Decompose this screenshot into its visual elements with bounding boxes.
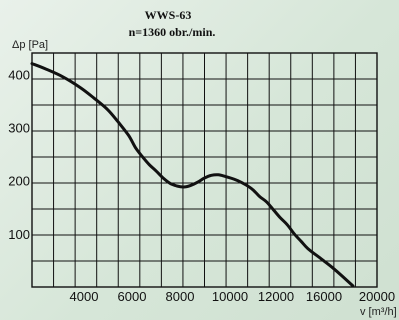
x-tick-label: 8000 xyxy=(166,289,195,304)
x-tick-label: 16000 xyxy=(306,289,342,304)
y-tick-label: 300 xyxy=(8,120,30,135)
pressure-curve-series xyxy=(30,62,355,288)
y-axis-label: Δp [Pa] xyxy=(12,39,48,51)
y-tick-labels: 100 200 300 400 xyxy=(8,67,30,242)
grid-lines xyxy=(32,53,377,287)
x-tick-label: 6000 xyxy=(118,289,147,304)
x-tick-label: 10000 xyxy=(212,289,248,304)
x-tick-label: 20000 xyxy=(359,289,395,304)
x-tick-labels: 4000 6000 8000 10000 12000 16000 20000 xyxy=(70,289,396,304)
chart-title: WWS-63 xyxy=(145,8,192,22)
x-tick-label: 4000 xyxy=(70,289,99,304)
x-axis-label: v [m³/h] xyxy=(360,306,397,318)
chart-subtitle: n=1360 obr./min. xyxy=(129,25,216,39)
y-tick-label: 100 xyxy=(8,227,30,242)
y-tick-label: 400 xyxy=(8,67,30,82)
y-tick-label: 200 xyxy=(8,174,30,189)
x-tick-label: 12000 xyxy=(258,289,294,304)
plot-frame xyxy=(31,52,378,288)
